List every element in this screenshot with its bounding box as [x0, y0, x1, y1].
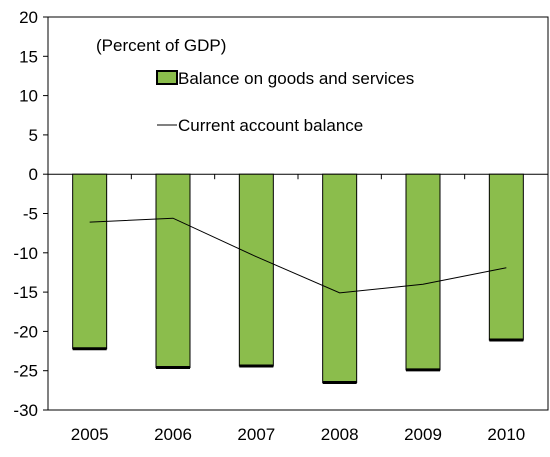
y-axis: 20 15 10 5 0 -5 -10 -15 -20 -25 -30 [13, 8, 48, 420]
x-tick-label: 2008 [321, 425, 359, 444]
y-tick-label: 10 [19, 87, 38, 106]
bar [155, 173, 191, 369]
x-tick-label: 2010 [487, 425, 525, 444]
legend: Balance on goods and services Current ac… [156, 69, 414, 135]
line-series [89, 217, 507, 294]
y-tick-label: -5 [23, 205, 38, 224]
bar [238, 173, 274, 367]
bar [72, 173, 108, 350]
x-tick-label: 2007 [237, 425, 275, 444]
x-tick-label: 2005 [71, 425, 109, 444]
y-tick-label: 15 [19, 47, 38, 66]
x-axis: 2005 2006 2007 2008 2009 2010 [47, 174, 549, 444]
x-tick-label: 2009 [404, 425, 442, 444]
y-tick-label: -25 [13, 362, 38, 381]
y-tick-label: 0 [29, 165, 38, 184]
y-tick-label: -10 [13, 244, 38, 263]
bar [488, 173, 524, 341]
bar-series [72, 173, 524, 384]
y-tick-label: -30 [13, 401, 38, 420]
bar [405, 173, 441, 371]
legend-label-balance-goods-services: Balance on goods and services [178, 69, 414, 88]
y-tick-label: 20 [19, 8, 38, 27]
legend-swatch-balance-goods-services [156, 70, 178, 85]
y-tick-label: -20 [13, 322, 38, 341]
y-tick-label: -15 [13, 283, 38, 302]
current-account-line [89, 217, 507, 294]
chart-note: (Percent of GDP) [96, 36, 226, 55]
legend-label-current-account: Current account balance [178, 116, 363, 135]
x-tick-label: 2006 [154, 425, 192, 444]
y-tick-label: 5 [29, 126, 38, 145]
bar [322, 173, 358, 383]
